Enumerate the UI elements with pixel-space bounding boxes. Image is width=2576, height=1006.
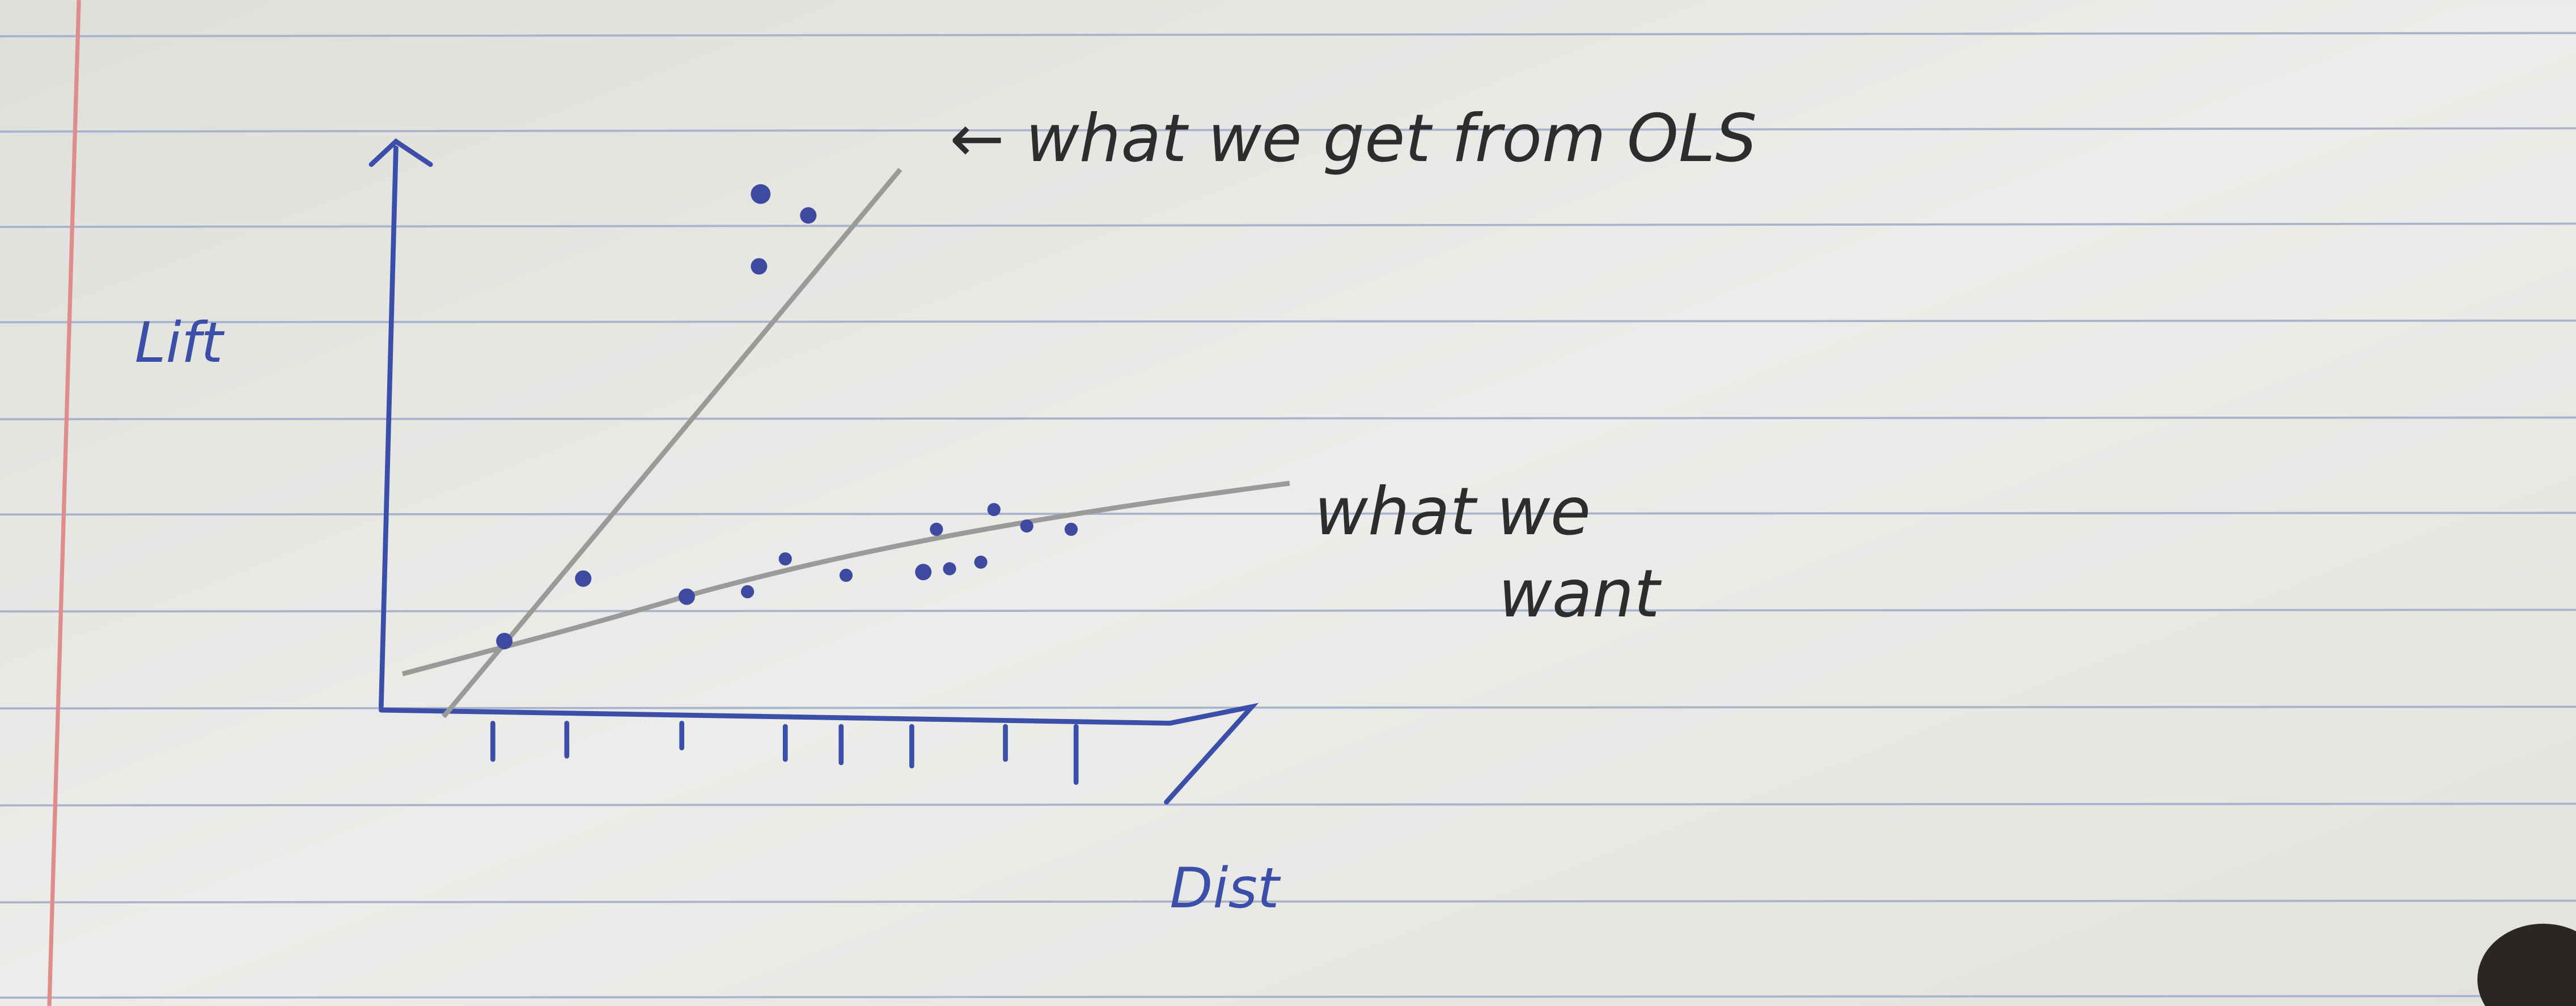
ols-line	[442, 167, 903, 718]
punch-hole	[2477, 923, 2576, 1006]
ols-annotation: ← what we get from OLS	[950, 100, 1757, 177]
x-axis-label: Dist	[1170, 856, 1281, 921]
desired-line	[401, 480, 1290, 677]
ruled-lines	[0, 32, 2576, 999]
data-points	[496, 184, 1078, 649]
margin-line	[47, 0, 81, 1006]
x-axis	[378, 703, 1259, 805]
x-ticks	[490, 720, 1079, 785]
y-axis-label: Lift	[135, 311, 225, 375]
want-annotation: what we	[1314, 474, 1591, 550]
want-annotation: want	[1498, 556, 1662, 632]
axes	[368, 138, 1259, 805]
y-axis	[368, 138, 433, 709]
